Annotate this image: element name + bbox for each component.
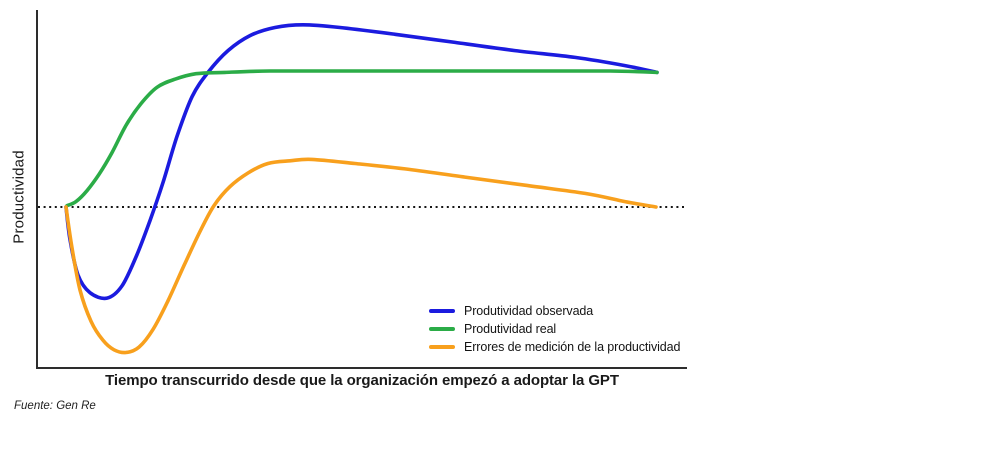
legend: Produtividad observada Produtividad real… — [429, 302, 680, 356]
source-note: Fuente: Gen Re — [14, 400, 96, 412]
legend-item-errores: Errores de medición de la productividad — [429, 338, 680, 356]
legend-label-observada: Produtividad observada — [464, 304, 594, 318]
curve-errores-de-medicion-de-la-productividad — [64, 157, 658, 355]
y-axis-label: Productividad — [10, 150, 28, 244]
curves-group — [64, 23, 659, 355]
axes — [36, 10, 687, 369]
legend-swatch-real-icon — [429, 327, 455, 331]
legend-item-real: Produtividad real — [429, 320, 680, 338]
legend-swatch-observada-icon — [429, 309, 455, 313]
legend-label-real: Produtividad real — [464, 322, 557, 336]
curve-produtividad-real — [65, 69, 659, 208]
curve-produtividad-observada — [64, 23, 659, 301]
x-axis-label: Tiempo transcurrido desde que la organiz… — [105, 372, 619, 389]
legend-swatch-errores-icon — [429, 345, 455, 349]
legend-item-observada: Produtividad observada — [429, 302, 680, 320]
legend-label-errores: Errores de medición de la productividad — [464, 340, 681, 354]
